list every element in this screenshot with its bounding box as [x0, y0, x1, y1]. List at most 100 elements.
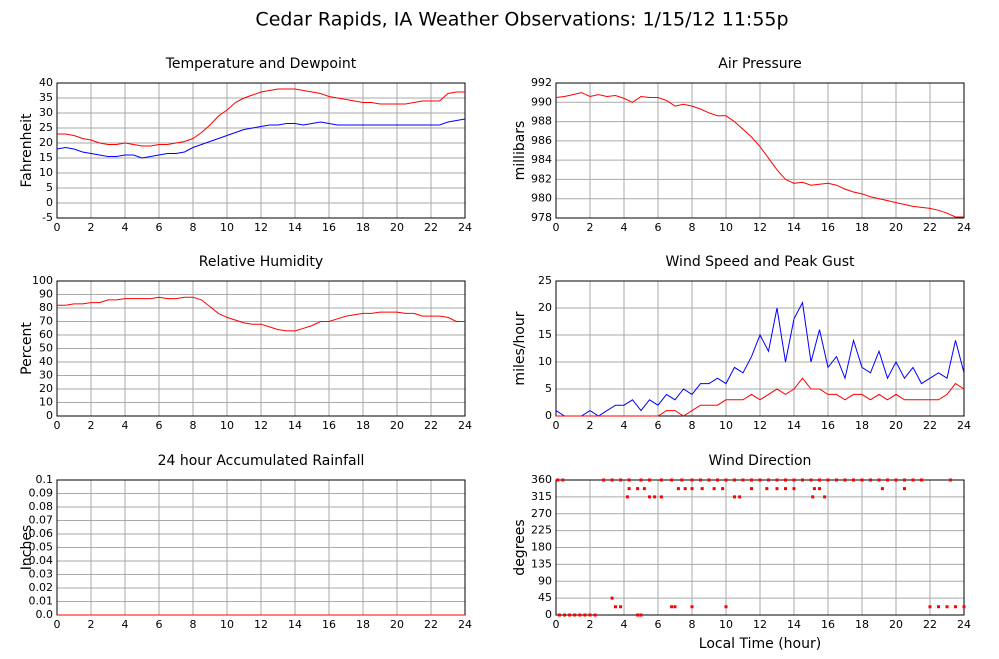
data-point	[627, 487, 631, 491]
x-tick-label: 16	[322, 419, 336, 432]
data-point	[733, 495, 736, 499]
chart-title: Air Pressure	[718, 56, 801, 72]
y-axis-label: miles/hour	[512, 311, 528, 385]
x-tick-label: 22	[424, 221, 438, 234]
x-tick-label: 12	[254, 618, 268, 631]
data-point	[690, 605, 694, 609]
y-tick-label: 10	[39, 166, 53, 179]
data-point	[767, 478, 770, 482]
plot-frame	[56, 82, 466, 219]
y-tick-label: 990	[531, 95, 552, 108]
x-tick-label: 20	[889, 618, 903, 631]
data-point	[676, 487, 680, 491]
y-tick-label: 360	[531, 473, 552, 486]
data-point	[945, 605, 949, 609]
x-tick-label: 2	[587, 419, 594, 432]
x-tick-label: 10	[220, 618, 234, 631]
data-point	[784, 478, 787, 482]
y-tick-label: 90	[538, 574, 552, 587]
y-axis-label: degrees	[512, 519, 528, 575]
data-point	[894, 478, 898, 482]
data-point	[648, 495, 651, 499]
x-tick-label: 6	[156, 618, 163, 631]
data-point	[880, 487, 884, 491]
x-tick-label: 8	[190, 618, 197, 631]
x-tick-label: 6	[655, 419, 662, 432]
plot-frame	[56, 280, 466, 417]
chart-title: Wind Speed and Peak Gust	[666, 254, 855, 270]
data-point	[557, 613, 561, 617]
y-tick-label: 988	[531, 115, 552, 128]
data-point	[690, 478, 694, 482]
data-point	[573, 613, 577, 617]
x-tick-label: 10	[719, 221, 733, 234]
data-point	[911, 478, 915, 482]
y-tick-label: 80	[39, 301, 53, 314]
y-tick-label: 20	[39, 136, 53, 149]
data-point	[852, 478, 855, 482]
x-tick-label: 24	[957, 618, 971, 631]
data-point	[583, 613, 587, 617]
y-tick-label: 25	[39, 121, 53, 134]
data-point	[792, 487, 796, 491]
data-point	[954, 605, 957, 609]
data-point	[648, 478, 651, 482]
data-point	[962, 605, 966, 609]
x-tick-label: 4	[621, 618, 628, 631]
page-title: Cedar Rapids, IA Weather Observations: 1…	[255, 9, 788, 31]
y-tick-label: 90	[39, 288, 53, 301]
y-tick-label: 70	[39, 315, 53, 328]
x-tick-label: 22	[923, 419, 937, 432]
data-point	[670, 478, 674, 482]
y-tick-label: 135	[531, 557, 552, 570]
x-tick-label: 22	[923, 221, 937, 234]
x-tick-label: 14	[288, 419, 302, 432]
y-tick-label: 992	[531, 76, 552, 89]
y-tick-label: 0	[46, 196, 53, 209]
plot-frame	[555, 82, 965, 219]
x-tick-label: 8	[689, 221, 696, 234]
data-point	[792, 478, 796, 482]
x-tick-label: 4	[122, 419, 129, 432]
y-tick-label: 10	[538, 355, 552, 368]
data-point	[937, 605, 940, 609]
data-point	[614, 605, 617, 609]
x-tick-label: 14	[288, 618, 302, 631]
data-point	[593, 613, 597, 617]
data-point	[903, 478, 906, 482]
data-point	[683, 487, 687, 491]
data-point	[843, 478, 847, 482]
y-tick-label: 60	[39, 328, 53, 341]
x-tick-label: 10	[220, 419, 234, 432]
data-point	[673, 605, 677, 609]
y-tick-label: 50	[39, 342, 53, 355]
y-tick-label: 0.02	[29, 581, 54, 594]
y-tick-label: 984	[531, 153, 552, 166]
x-tick-label: 14	[787, 221, 801, 234]
data-point	[639, 613, 643, 617]
x-tick-label: 14	[787, 618, 801, 631]
data-line	[556, 377, 965, 417]
x-tick-label: 2	[88, 419, 95, 432]
y-tick-label: 225	[531, 524, 552, 537]
data-point	[928, 605, 932, 609]
x-tick-label: 22	[424, 618, 438, 631]
data-point	[561, 478, 565, 482]
y-tick-label: 315	[531, 490, 552, 503]
x-tick-label: 4	[621, 419, 628, 432]
x-tick-label: 0	[553, 419, 560, 432]
x-tick-label: 4	[122, 221, 129, 234]
data-point	[750, 487, 753, 491]
x-tick-label: 20	[889, 221, 903, 234]
y-tick-label: 0.04	[29, 554, 54, 567]
x-tick-label: 0	[553, 618, 560, 631]
data-point	[920, 478, 923, 482]
data-point	[636, 613, 640, 617]
data-point	[610, 478, 614, 482]
data-point	[670, 605, 674, 609]
x-tick-label: 8	[689, 419, 696, 432]
data-point	[699, 478, 702, 482]
y-tick-label: 0.0	[36, 608, 54, 621]
